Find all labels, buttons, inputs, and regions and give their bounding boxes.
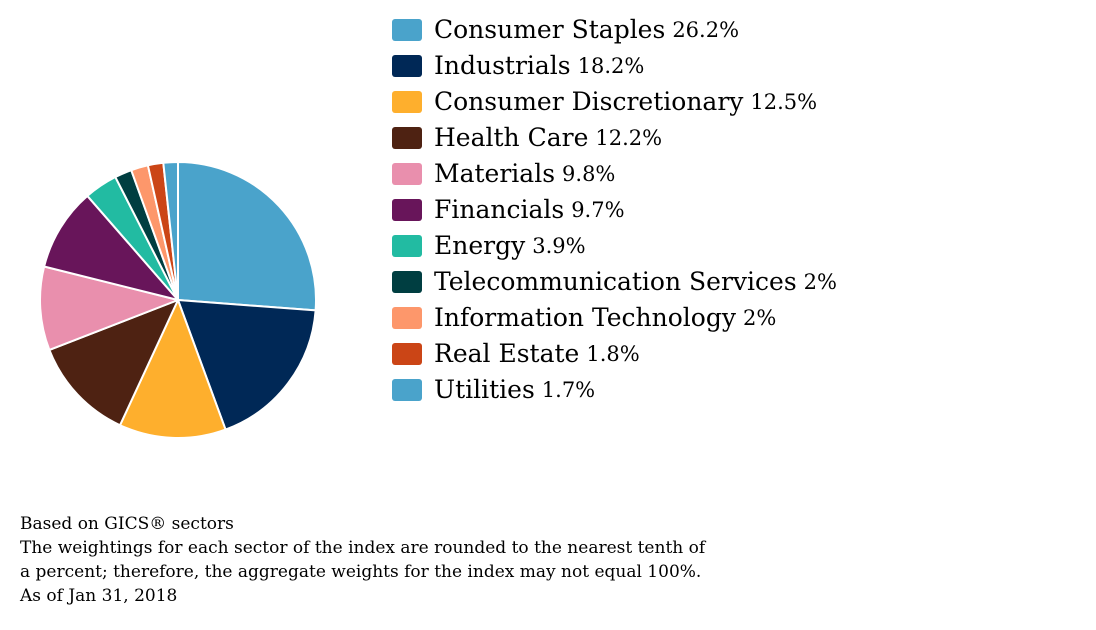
legend-label: Consumer Staples [434, 15, 666, 44]
legend-label: Industrials [434, 51, 571, 80]
legend-swatch [392, 343, 422, 365]
legend-label: Consumer Discretionary [434, 87, 744, 116]
legend-swatch [392, 91, 422, 113]
pie-slice-consumer-discretionary [119, 299, 227, 439]
legend-percentage: 12.5% [750, 90, 818, 114]
legend-percentage: 3.9% [532, 234, 586, 258]
pie-slice-materials [39, 265, 179, 351]
legend-percentage: 2% [803, 270, 837, 294]
legend-swatch [392, 235, 422, 257]
legend-item-energy: Energy 3.9% [392, 228, 837, 264]
legend-label: Materials [434, 159, 556, 188]
footnote-rounding-line-2: a percent; therefore, the aggregate weig… [20, 562, 702, 582]
legend-label: Utilities [434, 375, 535, 404]
legend-swatch [392, 55, 422, 77]
footnote-rounding-line-1: The weightings for each sector of the in… [20, 538, 706, 558]
legend-item-utilities: Utilities 1.7% [392, 372, 837, 408]
footnote-as-of: As of Jan 31, 2018 [20, 586, 178, 606]
footnote-basis: Based on GICS® sectors [20, 514, 234, 534]
legend-percentage: 9.8% [562, 162, 616, 186]
legend-percentage: 18.2% [577, 54, 645, 78]
legend-item-information-technology: Information Technology 2% [392, 300, 837, 336]
legend-label: Financials [434, 195, 565, 224]
legend-item-consumer-discretionary: Consumer Discretionary 12.5% [392, 84, 837, 120]
legend-percentage: 12.2% [595, 126, 663, 150]
legend-item-materials: Materials 9.8% [392, 156, 837, 192]
pie-slice-health-care [48, 299, 179, 427]
sector-pie-chart [39, 161, 317, 439]
legend-swatch [392, 199, 422, 221]
pie-slice-consumer-staples [177, 161, 317, 312]
legend-swatch [392, 379, 422, 401]
legend-label: Real Estate [434, 339, 580, 368]
legend-label: Telecommunication Services [434, 267, 797, 296]
pie-slice-industrials [177, 299, 317, 431]
legend-percentage: 1.8% [586, 342, 640, 366]
pie-slices [39, 161, 317, 439]
legend-item-industrials: Industrials 18.2% [392, 48, 837, 84]
pie-slice-financials [43, 194, 179, 301]
legend-label: Energy [434, 231, 526, 260]
legend-item-financials: Financials 9.7% [392, 192, 837, 228]
legend-swatch [392, 127, 422, 149]
chart-legend: Consumer Staples 26.2% Industrials 18.2% Con… [392, 12, 837, 408]
legend-swatch [392, 271, 422, 293]
pie-slice-utilities [162, 161, 179, 301]
legend-percentage: 9.7% [571, 198, 625, 222]
legend-item-health-care: Health Care 12.2% [392, 120, 837, 156]
legend-swatch [392, 307, 422, 329]
legend-label: Information Technology [434, 303, 736, 332]
legend-item-consumer-staples: Consumer Staples 26.2% [392, 12, 837, 48]
legend-swatch [392, 19, 422, 41]
legend-percentage: 1.7% [541, 378, 596, 402]
legend-label: Health Care [434, 123, 589, 152]
legend-percentage: 26.2% [672, 18, 740, 42]
legend-swatch [392, 163, 422, 185]
legend-item-real-estate: Real Estate 1.8% [392, 336, 837, 372]
legend-percentage: 2% [742, 306, 777, 330]
legend-item-telecommunication-services: Telecommunication Services 2% [392, 264, 837, 300]
footnotes: Based on GICS® sectors The weightings fo… [20, 512, 800, 608]
